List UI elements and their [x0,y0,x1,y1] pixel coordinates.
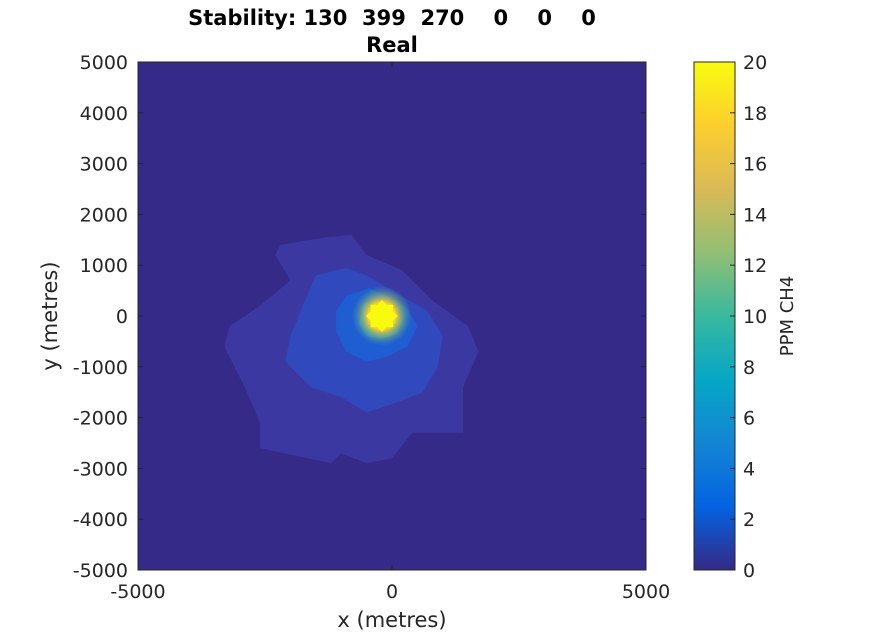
y-tick-label: 5000 [80,52,128,74]
colorbar-tick-label: 6 [743,408,755,430]
colorbar-tick-label: 2 [743,509,755,531]
chart-title-line2: Real [366,33,418,57]
plume-layer [224,234,479,464]
colorbar-tick-label: 10 [743,306,767,328]
y-tick-label: -4000 [73,509,128,531]
colorbar-tick-label: 14 [743,204,767,226]
y-tick-label: 4000 [80,103,128,125]
y-tick-label: -1000 [73,357,128,379]
colorbar-tick-label: 4 [743,458,755,480]
y-axis-label: y (metres) [38,261,62,370]
chart-title-line1: Stability: 130 399 270 0 0 0 [188,6,596,30]
y-axis: 5000 4000 3000 2000 1000 0 -1000 -2000 -3000 -400… [73,52,646,582]
colorbar-tick-label: 18 [743,103,767,125]
colorbar-tick-label: 12 [743,255,767,277]
y-tick-label: 0 [116,306,128,328]
y-tick-label: -2000 [73,408,128,430]
colorbar [693,61,736,571]
x-axis: -5000 0 5000 [110,62,670,603]
x-tick-label: 5000 [622,581,670,603]
y-tick-label: -5000 [73,560,128,582]
y-tick-label: -3000 [73,458,128,480]
x-tick-label: -5000 [110,581,165,603]
colorbar-tick-label: 20 [743,52,767,74]
colorbar-tick-label: 8 [743,357,755,379]
x-tick-label: 0 [386,581,398,603]
colorbar-tick-label: 0 [743,560,755,582]
colorbar-label: PPM CH4 [777,276,798,357]
y-tick-label: 1000 [80,255,128,277]
plume-source-core [365,300,398,332]
y-tick-label: 3000 [80,154,128,176]
x-axis-label: x (metres) [337,608,446,632]
y-tick-label: 2000 [80,204,128,226]
colorbar-tick-label: 16 [743,154,767,176]
